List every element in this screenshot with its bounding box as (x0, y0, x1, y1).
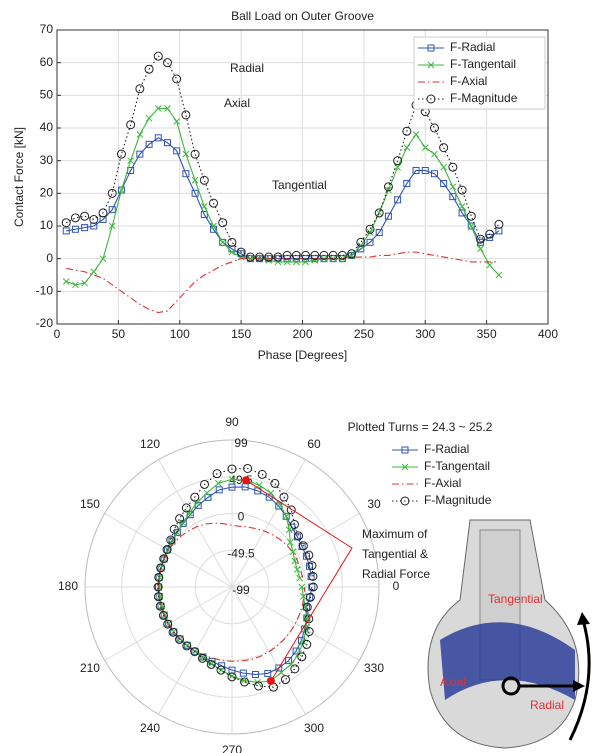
r-tick-label: 0 (238, 510, 245, 524)
y-tick-label: 60 (40, 55, 54, 69)
y-tick-label: -20 (36, 316, 54, 330)
theta-tick-label: 90 (225, 415, 239, 429)
chart-title: Plotted Turns = 24.3 ~ 25.2 (348, 420, 493, 434)
annotation: Radial Force (362, 567, 430, 581)
annotation: Axial (224, 96, 250, 110)
legend-label: F-Radial (450, 40, 495, 54)
theta-tick-label: 330 (364, 661, 384, 675)
x-tick-label: 150 (231, 327, 251, 341)
inset-label: Axial (440, 675, 466, 689)
legend-label: F-Axial (424, 476, 461, 490)
x-tick-label: 100 (170, 327, 190, 341)
y-tick-label: 50 (40, 88, 54, 102)
r-tick-label: -49.5 (227, 546, 255, 560)
y-tick-label: 20 (40, 186, 54, 200)
highlight-point (267, 677, 275, 685)
inset-model-bottom (428, 520, 590, 748)
arrow-head (577, 612, 590, 625)
legend-label: F-Tangentail (450, 57, 516, 71)
x-axis-label: Phase [Degrees] (258, 348, 347, 362)
annotation: Maximum of (362, 527, 428, 541)
annotation: Radial (230, 61, 264, 75)
annotation: Tangential & (362, 547, 428, 561)
y-axis-label: Contact Force [kN] (12, 127, 26, 227)
chart-title: Ball Load on Outer Groove (231, 9, 374, 23)
theta-tick-label: 240 (140, 721, 160, 735)
y-tick-label: 70 (40, 22, 54, 36)
x-tick-label: 400 (538, 327, 558, 341)
x-tick-label: 0 (54, 327, 61, 341)
x-tick-label: 200 (292, 327, 312, 341)
legend-label: F-Magnitude (450, 91, 518, 105)
r-tick-label: 99 (234, 436, 248, 450)
theta-tick-label: 0 (393, 579, 400, 593)
y-tick-label: 0 (46, 251, 53, 265)
x-tick-label: 350 (477, 327, 497, 341)
theta-tick-label: 210 (80, 661, 100, 675)
theta-tick-label: 60 (307, 437, 321, 451)
theta-tick-label: 150 (80, 497, 100, 511)
annotation: Tangential (272, 178, 327, 192)
theta-tick-label: 300 (304, 721, 324, 735)
line-chart: 0 50 100 150 200 250 300 350 400 -20 -10 0 10 20 30 40 5… (12, 9, 558, 362)
inset-label: Radial (530, 698, 564, 712)
r-tick-label: -99 (232, 583, 250, 597)
x-tick-label: 300 (415, 327, 435, 341)
x-tick-label: 250 (354, 327, 374, 341)
legend-label: F-Axial (450, 74, 487, 88)
x-tick-label: 50 (112, 327, 126, 341)
page: 050100150200250300350400-20-100102030405… (0, 0, 600, 753)
legend-label: F-Tangentail (424, 459, 490, 473)
y-tick-label: -10 (36, 284, 54, 298)
y-tick-label: 10 (40, 218, 54, 232)
highlight-point (242, 476, 250, 484)
theta-tick-label: 30 (367, 497, 381, 511)
arrow-head (573, 680, 585, 692)
theta-tick-label: 270 (222, 743, 242, 753)
y-tick-label: 30 (40, 153, 54, 167)
inset-label: Tangential (488, 592, 543, 606)
legend-label: F-Magnitude (424, 493, 492, 507)
theta-tick-label: 180 (58, 579, 78, 593)
y-tick-label: 40 (40, 120, 54, 134)
theta-tick-label: 120 (140, 437, 160, 451)
legend-label: F-Radial (424, 442, 469, 456)
